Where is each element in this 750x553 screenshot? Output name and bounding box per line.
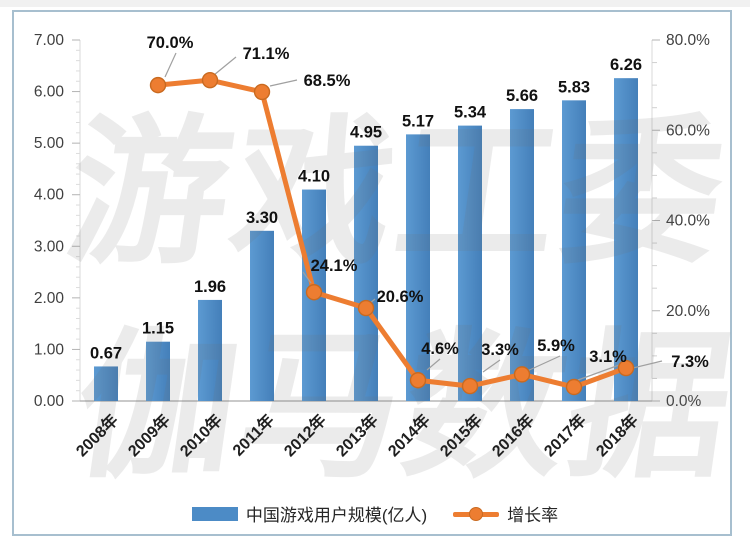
left-axis-tick-label: 4.00	[34, 187, 65, 204]
label-leader-line	[632, 360, 663, 369]
bar-2011年	[250, 230, 274, 401]
right-axis-tick-label: 60.0%	[666, 122, 710, 139]
label-leader-line	[524, 355, 561, 373]
bar-2017年	[562, 100, 586, 402]
left-axis-tick-label: 1.00	[34, 341, 65, 358]
growth-value-label: 24.1%	[311, 257, 358, 275]
legend: 中国游戏用户规模(亿人) 增长率	[0, 501, 750, 526]
growth-point-2009年	[149, 76, 167, 94]
watermark-row2: 伽马数据	[65, 318, 746, 497]
bar-2018年	[614, 78, 638, 402]
growth-point-2014年	[409, 372, 427, 389]
line-series-marker	[453, 506, 500, 522]
growth-value-label: 3.1%	[589, 348, 627, 366]
growth-point-2012年	[305, 284, 323, 301]
bar-series-swatch	[191, 506, 238, 521]
bar-value-label: 5.17	[402, 112, 434, 130]
growth-point-2015年	[461, 377, 479, 395]
legend-item-users: 中国游戏用户规模(亿人)	[191, 501, 428, 526]
left-axis-tick-label: 0.00	[34, 393, 65, 410]
bar-value-label: 5.34	[454, 104, 487, 122]
label-leader-line	[164, 52, 177, 78]
bar-value-label: 4.95	[350, 124, 382, 142]
bar-value-label: 5.66	[506, 87, 538, 105]
label-leader-line	[577, 363, 623, 381]
label-leader-line	[482, 359, 501, 373]
bar-2014年	[406, 134, 430, 401]
growth-line	[155, 77, 629, 390]
label-leader-line	[213, 56, 237, 76]
growth-value-label: 20.6%	[377, 288, 424, 306]
growth-value-label: 3.3%	[481, 341, 519, 359]
growth-point-2010年	[201, 71, 219, 89]
bar-2010年	[198, 299, 222, 401]
growth-point-2016年	[513, 366, 531, 383]
bar-series-label: 中国游戏用户规模(亿人)	[245, 506, 428, 525]
right-axis-tick-label: 40.0%	[666, 213, 710, 230]
growth-value-label: 5.9%	[537, 337, 575, 355]
bar-2008年	[94, 366, 118, 401]
growth-value-label: 68.5%	[304, 72, 351, 90]
bar-value-label: 6.26	[610, 56, 642, 74]
bar-value-label: 3.30	[246, 209, 278, 227]
left-axis-tick-label: 5.00	[34, 135, 65, 152]
label-leader-line	[269, 79, 298, 87]
growth-value-label: 4.6%	[421, 340, 459, 358]
bar-value-label: 5.83	[558, 78, 590, 96]
growth-value-label: 70.0%	[147, 34, 194, 52]
growth-value-label: 71.1%	[243, 45, 290, 63]
bar-2009年	[146, 341, 170, 401]
bar-value-label: 1.96	[194, 278, 226, 296]
growth-point-2011年	[253, 83, 271, 101]
right-axis-tick-label: 20.0%	[666, 303, 710, 320]
growth-point-2013年	[357, 299, 375, 317]
left-axis-tick-label: 3.00	[34, 238, 65, 255]
bar-2015年	[458, 125, 482, 401]
growth-point-2017年	[565, 378, 583, 396]
line-series-label: 增长率	[507, 506, 559, 525]
label-leader-line	[426, 358, 441, 371]
left-axis-tick-label: 2.00	[34, 290, 65, 307]
right-axis-tick-label: 0.0%	[666, 393, 702, 410]
bar-value-label: 0.67	[90, 344, 122, 362]
bar-2016年	[510, 109, 534, 401]
growth-value-label: 7.3%	[671, 353, 709, 371]
line-series-dot-glyph	[469, 506, 484, 521]
bar-value-label: 4.10	[298, 168, 330, 186]
watermark-row1: 游戏工委	[57, 104, 738, 283]
growth-point-2018年	[617, 359, 635, 377]
left-axis-tick-label: 6.00	[34, 84, 65, 101]
legend-item-growth: 增长率	[453, 501, 558, 526]
label-leader-line	[302, 271, 312, 284]
right-axis-tick-label: 80.0%	[666, 32, 710, 49]
screenshot-edge-strip	[0, 0, 750, 7]
left-axis-tick-label: 7.00	[34, 32, 65, 49]
bar-value-label: 1.15	[142, 320, 174, 338]
bar-2013年	[354, 145, 378, 401]
